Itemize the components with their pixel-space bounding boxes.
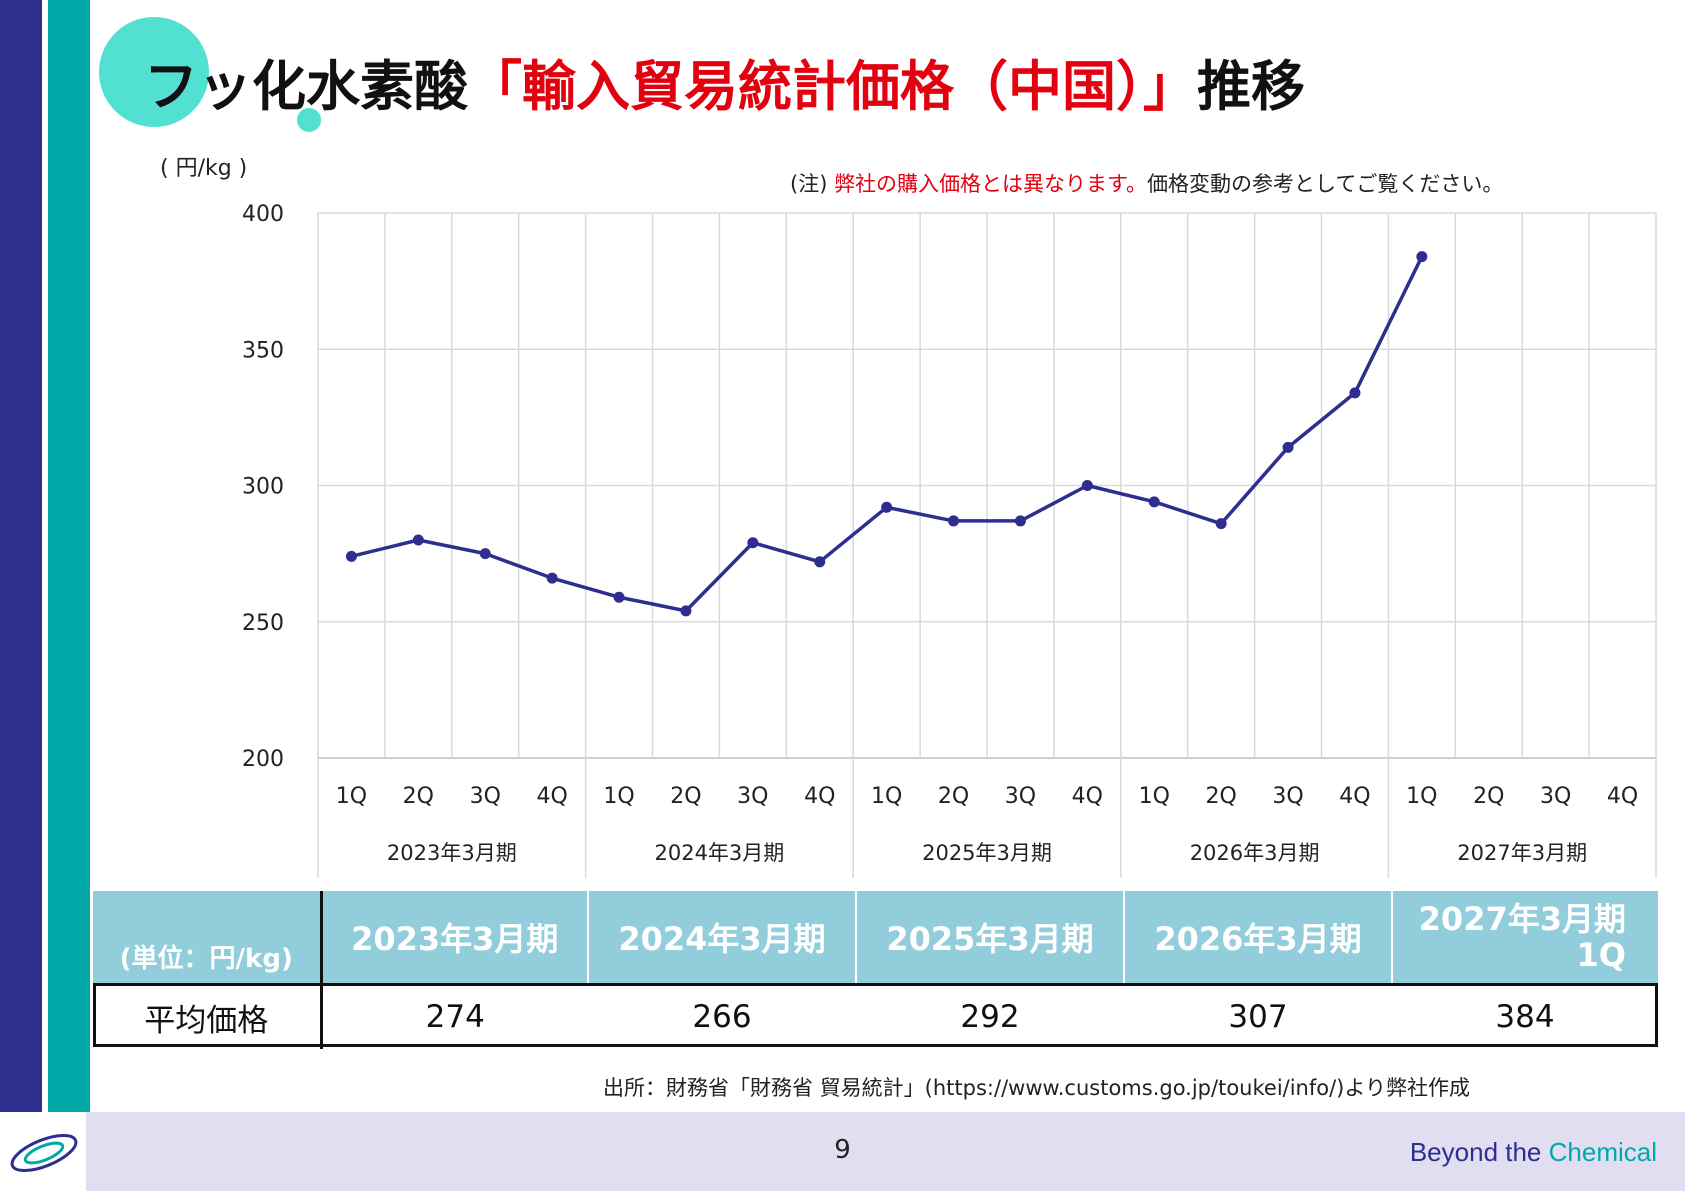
table-value-2025: 292 xyxy=(856,982,1124,1049)
brand-part1: Beyond the xyxy=(1409,1137,1549,1167)
x-tick-label: 2Q xyxy=(670,784,701,809)
x-tick-label: 4Q xyxy=(1339,784,1370,809)
table-header-2024: 2024年3月期 xyxy=(588,891,857,985)
x-tick-label: 1Q xyxy=(1139,784,1170,809)
x-tick-label: 3Q xyxy=(1272,784,1303,809)
data-point xyxy=(948,515,960,527)
data-point xyxy=(680,605,692,617)
data-point xyxy=(1282,441,1294,453)
company-logo-icon xyxy=(10,1133,78,1173)
x-tick-label: 3Q xyxy=(1540,784,1571,809)
x-tick-label: 4Q xyxy=(536,784,567,809)
table-header-2026: 2026年3月期 xyxy=(1124,891,1393,985)
x-tick-label: 4Q xyxy=(1607,784,1638,809)
note-prefix: (注) xyxy=(790,172,835,196)
x-tick-label: 1Q xyxy=(871,784,902,809)
table-value-2027: 384 xyxy=(1392,982,1658,1049)
brand-part2: Chemical xyxy=(1548,1137,1657,1167)
table-value-2026: 307 xyxy=(1124,982,1392,1049)
footer-logo xyxy=(0,1112,90,1191)
y-tick-label: 200 xyxy=(242,747,284,772)
table-header-2025: 2025年3月期 xyxy=(856,891,1125,985)
table-unit-cell: (単位：円/kg) xyxy=(93,891,323,985)
y-tick-label: 400 xyxy=(242,202,284,227)
table-header-row: (単位：円/kg) 2023年3月期 2024年3月期 2025年3月期 202… xyxy=(93,891,1658,985)
fiscal-year-label: 2023年3月期 xyxy=(387,841,517,865)
table-header-2027-quarter: 1Q xyxy=(1576,935,1626,974)
y-axis-unit: ( 円/kg ) xyxy=(160,156,248,181)
fiscal-year-label: 2025年3月期 xyxy=(922,841,1052,865)
x-tick-label: 2Q xyxy=(1205,784,1236,809)
fiscal-year-label: 2024年3月期 xyxy=(654,841,784,865)
x-tick-label: 2Q xyxy=(938,784,969,809)
x-tick-label: 2Q xyxy=(403,784,434,809)
left-teal-bar xyxy=(48,0,90,1112)
note-text: (注) 弊社の購入価格とは異なります。価格変動の参考としてご覧ください。 xyxy=(790,168,1503,198)
x-tick-label: 1Q xyxy=(603,784,634,809)
decor-circle-small xyxy=(297,108,321,132)
brand-tagline: Beyond the Chemical xyxy=(1410,1137,1657,1168)
data-point xyxy=(1215,518,1227,530)
table-header-2027: 2027年3月期 1Q xyxy=(1392,891,1658,984)
data-point xyxy=(479,548,491,560)
y-tick-label: 350 xyxy=(242,338,284,363)
footer-bar xyxy=(0,1112,1685,1191)
source-text: 出所：財務省「財務省 貿易統計」(https://www.customs.go.… xyxy=(603,1076,1470,1100)
data-point xyxy=(546,572,558,584)
decor-circle-large xyxy=(99,17,209,127)
note-red: 弊社の購入価格とは異なります。 xyxy=(834,172,1147,196)
line-chart: 200 250 300 350 400 1Q 2Q 3Q 4Q 1Q 2Q 3Q 4Q 1Q 2Q 3Q 4Q 1… xyxy=(242,202,1657,878)
title-part2: 「輸入貿易統計価格（中国）」 xyxy=(468,55,1197,118)
data-point xyxy=(747,537,759,549)
x-tick-label: 1Q xyxy=(1406,784,1437,809)
y-tick-label: 300 xyxy=(242,475,284,500)
data-point xyxy=(1416,251,1428,263)
title-part1: フッ化水素酸 xyxy=(144,55,468,118)
data-point xyxy=(814,556,826,568)
y-tick-label: 250 xyxy=(242,611,284,636)
page-number: 9 xyxy=(834,1135,851,1165)
note-suffix: 価格変動の参考としてご覧ください。 xyxy=(1146,172,1504,196)
data-point xyxy=(412,534,424,546)
data-point xyxy=(1081,480,1093,491)
table-header-2023: 2023年3月期 xyxy=(321,891,589,985)
x-tick-label: 4Q xyxy=(804,784,835,809)
data-point xyxy=(1349,387,1361,399)
x-tick-label: 3Q xyxy=(470,784,501,809)
table-row-label: 平均価格 xyxy=(93,982,323,1049)
left-navy-bar xyxy=(0,0,42,1112)
x-tick-label: 4Q xyxy=(1072,784,1103,809)
price-table: (単位：円/kg) 2023年3月期 2024年3月期 2025年3月期 202… xyxy=(93,891,1658,1049)
fiscal-year-label: 2027年3月期 xyxy=(1457,841,1587,865)
fiscal-year-label: 2026年3月期 xyxy=(1190,841,1320,865)
x-tick-label: 3Q xyxy=(737,784,768,809)
data-point xyxy=(881,501,893,513)
table-header-2027-year: 2027年3月期 xyxy=(1418,899,1626,938)
data-point xyxy=(1148,496,1160,508)
table-row: 平均価格 274 266 292 307 384 xyxy=(93,982,1658,1049)
page-title: フッ化水素酸「輸入貿易統計価格（中国）」推移 xyxy=(144,42,1305,121)
x-tick-label: 2Q xyxy=(1473,784,1504,809)
data-point xyxy=(1014,515,1026,527)
data-point xyxy=(613,591,625,603)
title-part3: 推移 xyxy=(1197,55,1305,118)
table-value-2023: 274 xyxy=(321,982,588,1049)
series-line xyxy=(351,255,1424,613)
x-tick-label: 1Q xyxy=(336,784,367,809)
table-value-2024: 266 xyxy=(588,982,856,1049)
x-tick-label: 3Q xyxy=(1005,784,1036,809)
data-point xyxy=(345,550,357,562)
